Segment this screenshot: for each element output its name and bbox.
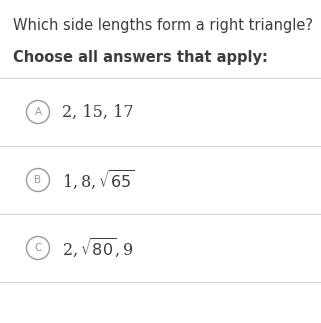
Text: Choose all answers that apply:: Choose all answers that apply: xyxy=(13,50,268,65)
Text: $\mathregular{2, }\sqrt{80}\mathregular{, 9}$: $\mathregular{2, }\sqrt{80}\mathregular{… xyxy=(62,236,134,260)
Text: A: A xyxy=(34,107,41,117)
Text: B: B xyxy=(34,175,41,185)
Text: Which side lengths form a right triangle?: Which side lengths form a right triangle… xyxy=(13,18,313,33)
Text: $\mathregular{1, 8, }\sqrt{65}\mathregular{}$: $\mathregular{1, 8, }\sqrt{65}\mathregul… xyxy=(62,168,134,192)
Text: C: C xyxy=(34,243,42,253)
Text: 2, 15, 17: 2, 15, 17 xyxy=(62,103,134,120)
